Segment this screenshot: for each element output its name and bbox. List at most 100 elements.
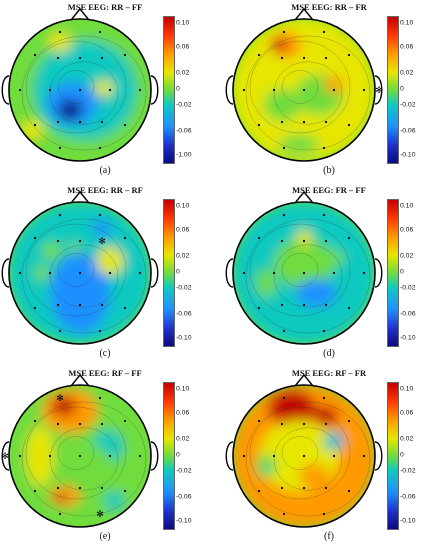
electrode-dot [302,486,306,490]
colour-region [34,265,50,281]
electrode-dot [98,30,102,34]
colour-region [296,230,312,246]
colorbar-tick: 0.10 [400,202,414,210]
colorbar [387,16,399,164]
electrode-dot [138,88,142,92]
electrode-dot [280,239,284,243]
colorbar-tick: -0.06 [400,310,416,318]
topomap-head: ✻ [225,7,383,162]
topomap-panel-e: MSE EEG: RF – FF ✻ ✻ ✻ 0.10 0.06 0.02 0 -0… [0,366,224,549]
contour-line [57,253,95,287]
electrode-dot [324,56,328,60]
colorbar-tick: -0.10 [400,151,416,159]
colour-region [262,464,270,472]
colour-region [324,250,344,266]
electrode-dot [302,454,306,458]
colour-region [50,253,110,333]
topomap-panel-a: MSE EEG: RR – FF 0.10 0.06 0.02 0 -0.02 … [0,0,224,183]
electrode-dot [78,454,82,458]
colorbar-tick: 0 [176,85,180,93]
colour-region [70,445,110,477]
electrode-dot [18,271,22,275]
electrode-dot [242,454,246,458]
electrode-dot [257,123,261,127]
significant-electrode-marker: ✻ [375,85,383,95]
panel-title: MSE EEG: RR – FR [291,2,367,12]
colorbar-ticks: 0.10 0.06 0.02 0 -0.02 -0.06 -0.10 [400,16,430,162]
electrode-dot [302,88,306,92]
left-ear [225,441,234,471]
colour-region [314,406,338,426]
colorbar-tick: -0.10 [400,517,416,525]
contour-line [25,223,127,317]
panel-title: MSE EEG: RR – FF [67,2,143,12]
right-ear [374,258,383,288]
contour-line [281,253,319,287]
colour-region [48,32,72,52]
colour-region [256,269,276,297]
electrode-dot [108,454,112,458]
electrode-dot [324,120,328,124]
electrode-dot [56,486,60,490]
left-ear [1,75,10,105]
electrode-dot [322,329,326,333]
contour-line [21,218,147,334]
colorbar-tick: 0.02 [176,69,190,77]
electrode-dot [33,53,37,57]
significant-electrode-marker: ✻ [98,236,106,246]
contour-line [273,427,343,491]
electrode-dot [78,271,82,275]
contour-line [281,436,319,470]
colorbar-tick: 0.10 [400,19,414,27]
electrode-dot [280,422,284,426]
electrode-dot [78,120,82,124]
electrode-dot [123,123,127,127]
panel-title: MSE EEG: RF – FF [68,368,142,378]
electrode-dot [78,422,82,426]
panel-caption: (f) [324,531,334,542]
right-ear [150,258,159,288]
electrode-dot [58,146,62,150]
colour-region [69,242,81,254]
electrode-dot [324,486,328,490]
electrode-dot [123,53,127,57]
nose [70,190,90,204]
colorbar-tick: -0.06 [176,310,192,318]
electrode-dot [257,236,261,240]
colorbar-ticks: 0.10 0.06 0.02 0 -0.02 -0.06 -0.10 [400,199,430,345]
electrode-dot [98,146,102,150]
colorbar-tick: -0.06 [400,127,416,135]
electrode-dot [138,454,142,458]
electrode-dot [48,454,52,458]
panel-title: MSE EEG: RF – FR [291,368,367,378]
electrode-dot [280,303,284,307]
colorbar-tick: -0.02 [400,284,416,292]
colour-region [335,437,343,445]
contour-line [249,223,351,317]
electrode-dot [324,303,328,307]
electrode-dot [100,422,104,426]
electrode-dot [48,271,52,275]
electrode-dot [78,303,82,307]
head-outline [8,18,152,162]
electrode-dot [108,88,112,92]
electrode-dot [56,239,60,243]
electrode-dot [123,306,127,310]
electrode-dot [280,56,284,60]
colour-region [274,239,334,287]
colorbar-tick: -0.02 [176,467,192,475]
panel-title: MSE EEG: RR – RF [67,185,143,195]
electrode-dot [282,30,286,34]
colorbar-tick: 0.10 [176,385,190,393]
nose [294,7,314,21]
electrode-dot [98,396,102,400]
electrode-dot [100,486,104,490]
colorbar-ticks: 0.10 0.06 0.02 0 -0.02 -0.06 -0.10 [400,382,430,528]
colorbar-tick: -1.00 [176,151,192,159]
electrode-dot [78,56,82,60]
nose [294,190,314,204]
contour-line [25,406,127,500]
electrode-dot [58,512,62,516]
colorbar-tick: -0.02 [176,284,192,292]
electrode-dot [324,239,328,243]
